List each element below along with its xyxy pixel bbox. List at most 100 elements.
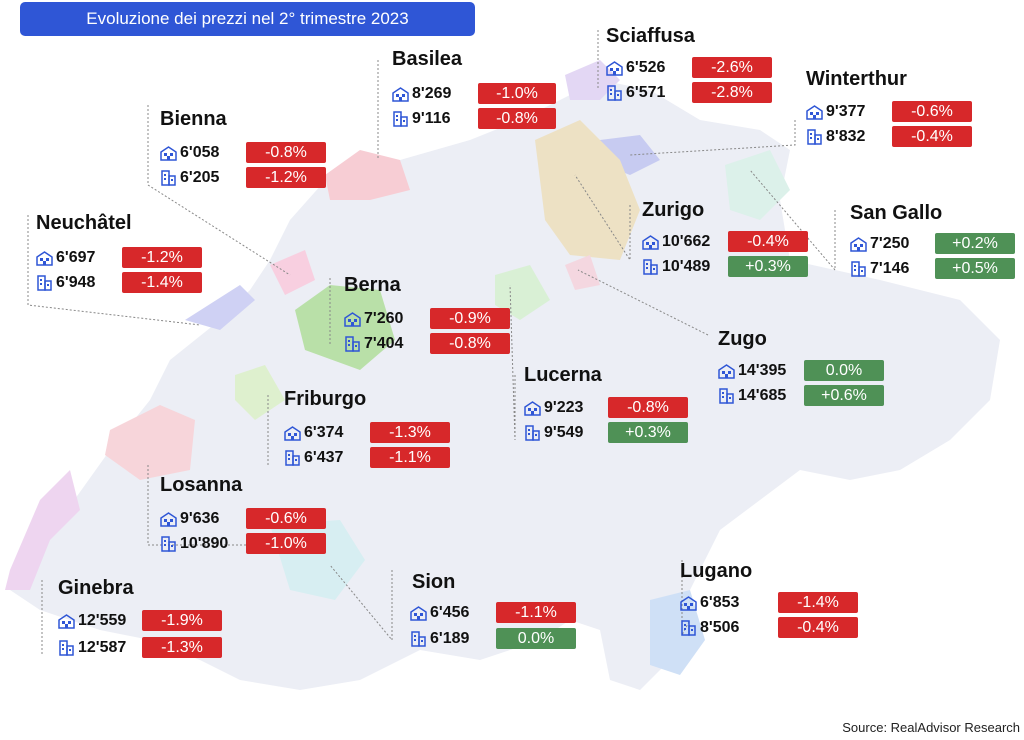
house-change-badge: +0.5%: [935, 258, 1015, 279]
house-price: 10'489: [662, 258, 711, 275]
apt-row: 6'526 -2.6%: [606, 57, 772, 79]
apt-change-badge: -1.4%: [778, 592, 858, 613]
apt-price: 9'377: [826, 103, 866, 120]
apartment-icon: [718, 364, 735, 379]
apartment-icon: [680, 596, 697, 611]
apt-row: 9'636 -0.6%: [160, 508, 326, 530]
region-lugano: [650, 590, 705, 675]
apt-change-badge: -0.8%: [246, 142, 326, 163]
apt-price: 6'853: [700, 594, 740, 611]
city-label-neuchatel: Neuchâtel: [36, 212, 132, 234]
house-change-badge: -1.0%: [246, 533, 326, 554]
house-icon: [59, 640, 74, 656]
apartment-icon: [160, 146, 177, 161]
apt-change-badge: -0.9%: [430, 308, 510, 329]
apartment-icon: [160, 512, 177, 527]
house-row: 10'489 +0.3%: [642, 256, 808, 278]
apt-change-badge: -0.8%: [608, 397, 688, 418]
house-price: 8'506: [700, 619, 740, 636]
apt-row: 8'269 -1.0%: [392, 83, 556, 105]
apartment-icon: [344, 312, 361, 327]
house-change-badge: -0.4%: [892, 126, 972, 147]
apt-price: 9'223: [544, 399, 584, 416]
leader-lines: [27, 30, 836, 655]
region-ginebra: [5, 470, 80, 590]
apt-price: 12'559: [78, 612, 127, 629]
apt-change-badge: -0.6%: [246, 508, 326, 529]
house-price: 6'948: [56, 274, 96, 291]
city-label-sciaffusa: Sciaffusa: [606, 25, 695, 47]
region-basilea: [325, 150, 410, 200]
apt-price: 6'697: [56, 249, 96, 266]
house-row: 6'205 -1.2%: [160, 167, 326, 189]
house-change-badge: -1.1%: [370, 447, 450, 468]
house-price: 10'890: [180, 535, 229, 552]
apt-row: 6'697 -1.2%: [36, 247, 202, 269]
house-change-badge: -1.3%: [142, 637, 222, 658]
apt-row: 7'260 -0.9%: [344, 308, 510, 330]
apt-row: 6'853 -1.4%: [680, 592, 858, 614]
apt-change-badge: -1.0%: [478, 83, 556, 104]
house-icon: [393, 111, 408, 127]
apartment-icon: [392, 87, 409, 102]
house-icon: [161, 536, 176, 552]
region-berna: [295, 285, 395, 370]
apt-change-badge: -1.9%: [142, 610, 222, 631]
house-icon: [525, 425, 540, 441]
house-row: 6'437 -1.1%: [284, 447, 450, 469]
house-price: 14'685: [738, 387, 787, 404]
apt-change-badge: -1.3%: [370, 422, 450, 443]
apt-row: 6'456 -1.1%: [410, 602, 576, 624]
house-row: 6'189 0.0%: [410, 628, 576, 650]
source-note: Source: RealAdvisor Research: [842, 720, 1020, 735]
apt-price: 10'662: [662, 233, 711, 250]
apt-price: 7'250: [870, 235, 910, 252]
region-lucerna: [495, 265, 550, 320]
apt-price: 6'058: [180, 144, 220, 161]
city-label-sion: Sion: [412, 571, 456, 593]
city-label-ginebra: Ginebra: [58, 577, 134, 599]
house-price: 12'587: [78, 639, 127, 656]
apartment-icon: [524, 401, 541, 416]
apt-change-badge: -2.6%: [692, 57, 772, 78]
house-price: 7'146: [870, 260, 910, 277]
apt-row: 7'250 +0.2%: [850, 233, 1015, 255]
house-icon: [807, 129, 822, 145]
house-change-badge: +0.3%: [608, 422, 688, 443]
region-neuchatel: [185, 285, 255, 330]
city-label-basilea: Basilea: [392, 48, 463, 70]
house-price: 9'549: [544, 424, 584, 441]
house-icon: [285, 450, 300, 466]
city-label-zugo: Zugo: [718, 328, 767, 350]
apt-price: 7'260: [364, 310, 404, 327]
apt-price: 6'526: [626, 59, 666, 76]
city-label-san-gallo: San Gallo: [850, 202, 943, 224]
city-label-winterthur: Winterthur: [806, 68, 907, 90]
city-label-lugano: Lugano: [680, 560, 753, 582]
apt-row: 6'374 -1.3%: [284, 422, 450, 444]
apt-change-badge: 0.0%: [804, 360, 884, 381]
apt-row: 9'223 -0.8%: [524, 397, 688, 419]
house-change-badge: -1.2%: [246, 167, 326, 188]
house-icon: [643, 259, 658, 275]
house-row: 7'404 -0.8%: [344, 333, 510, 355]
house-icon: [719, 388, 734, 404]
house-row: 9'549 +0.3%: [524, 422, 688, 444]
house-row: 12'587 -1.3%: [58, 637, 222, 659]
apartment-icon: [806, 105, 823, 120]
house-icon: [851, 261, 866, 277]
house-price: 6'571: [626, 84, 666, 101]
house-icon: [681, 620, 696, 636]
house-row: 9'116 -0.8%: [392, 108, 556, 130]
apartment-icon: [642, 235, 659, 250]
house-icon: [607, 85, 622, 101]
city-label-bienna: Bienna: [160, 108, 227, 130]
region-friburgo: [235, 365, 285, 420]
apartment-icon: [36, 251, 53, 266]
house-price: 8'832: [826, 128, 866, 145]
apt-price: 8'269: [412, 85, 452, 102]
house-change-badge: +0.6%: [804, 385, 884, 406]
house-icon: [37, 275, 52, 291]
apt-change-badge: +0.2%: [935, 233, 1015, 254]
region-san-gallo: [725, 150, 790, 220]
